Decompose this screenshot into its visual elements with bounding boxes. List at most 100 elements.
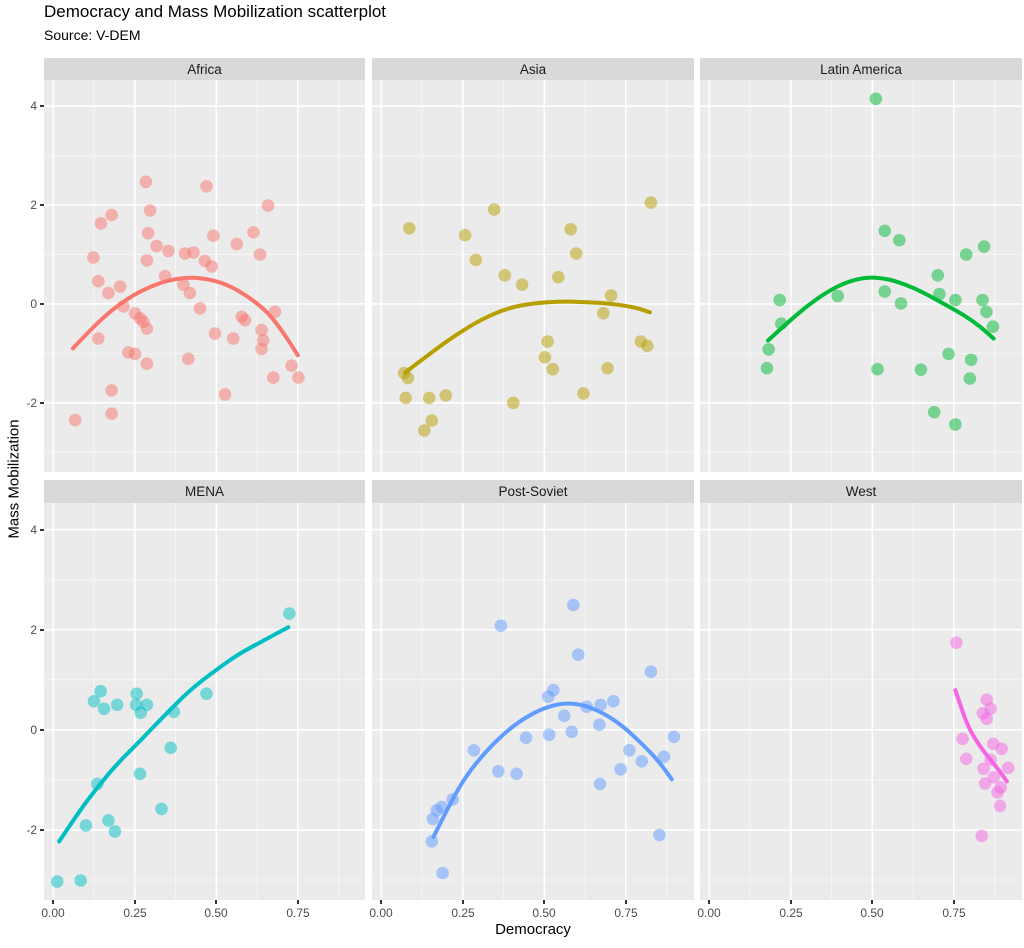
data-point — [292, 371, 305, 384]
facet-panel-asia — [372, 80, 694, 472]
data-point — [130, 687, 143, 700]
data-point — [92, 332, 105, 345]
y-tick-label: 4 — [30, 523, 37, 537]
data-point — [564, 223, 577, 236]
data-point — [519, 731, 533, 745]
data-point — [97, 702, 111, 716]
data-point — [255, 323, 268, 337]
data-point — [565, 725, 578, 739]
facet-strip-label: Africa — [187, 61, 222, 77]
data-point — [110, 698, 124, 712]
data-point — [607, 694, 620, 708]
data-point — [267, 371, 280, 384]
data-point — [773, 293, 786, 307]
data-point — [964, 353, 978, 367]
facet-panel-mena — [44, 503, 365, 900]
data-point — [164, 741, 177, 755]
x-tick-mark — [380, 900, 382, 904]
data-point — [230, 237, 244, 251]
data-point — [538, 351, 552, 364]
data-point — [541, 690, 555, 703]
data-point — [183, 286, 197, 300]
y-tick-label: -2 — [26, 396, 37, 410]
data-point — [487, 203, 501, 216]
facet-panel-latin-america — [700, 80, 1022, 472]
data-point — [140, 322, 154, 335]
data-point — [92, 274, 105, 288]
data-point — [993, 799, 1007, 813]
data-point — [207, 229, 220, 242]
data-point — [667, 730, 681, 744]
data-point — [200, 687, 213, 700]
data-point — [94, 217, 108, 230]
data-point — [977, 762, 990, 776]
data-point — [762, 343, 775, 356]
data-point — [253, 248, 267, 261]
x-tick-mark — [462, 900, 464, 904]
x-tick-label: 0.50 — [860, 906, 884, 920]
data-point — [942, 347, 955, 361]
data-point — [933, 287, 946, 301]
x-tick-label: 0.00 — [369, 906, 393, 920]
data-point — [980, 305, 993, 319]
data-point — [102, 814, 115, 827]
data-point — [597, 307, 610, 320]
data-point — [141, 226, 155, 240]
data-point — [593, 777, 607, 791]
y-tick-label: 0 — [30, 297, 37, 311]
trend-line — [953, 688, 1009, 784]
data-point — [604, 289, 618, 302]
data-point — [987, 771, 1001, 784]
data-point — [593, 718, 606, 732]
x-tick-label: 0.25 — [451, 906, 475, 920]
data-point — [469, 253, 483, 267]
y-tick-mark — [40, 303, 44, 305]
facet-strip-latin-america: Latin America — [700, 58, 1022, 80]
data-point — [399, 391, 412, 405]
data-point — [200, 180, 213, 193]
x-tick-mark — [297, 900, 299, 904]
data-point — [976, 293, 989, 307]
data-point — [1001, 761, 1015, 775]
data-point — [418, 424, 431, 437]
trend-line — [57, 625, 291, 844]
x-tick-mark — [543, 900, 545, 904]
trend-line — [403, 299, 652, 375]
data-point — [285, 359, 298, 373]
data-point — [571, 648, 585, 661]
y-tick-label: 2 — [30, 623, 37, 637]
data-point — [515, 278, 529, 291]
data-point — [426, 812, 440, 826]
data-point — [567, 598, 580, 612]
data-point — [283, 607, 296, 620]
data-point — [102, 286, 115, 300]
data-point — [963, 372, 977, 385]
data-point — [187, 246, 200, 259]
data-point — [105, 384, 118, 397]
y-tick-mark — [40, 204, 44, 206]
x-tick-mark — [134, 900, 136, 904]
data-point — [68, 413, 82, 427]
y-tick-label: 0 — [30, 723, 37, 737]
data-point — [959, 248, 973, 261]
data-point — [657, 750, 671, 764]
data-point — [991, 786, 1004, 799]
data-point — [439, 389, 453, 402]
facet-strip-post-soviet: Post-Soviet — [372, 480, 694, 503]
data-point — [208, 327, 222, 340]
data-point — [422, 391, 436, 405]
chart-title: Democracy and Mass Mobilization scatterp… — [44, 2, 387, 21]
data-point — [914, 363, 928, 377]
data-point — [143, 204, 157, 217]
x-tick-label: 0.00 — [41, 906, 65, 920]
data-point — [162, 244, 175, 258]
facet-strip-africa: Africa — [44, 58, 365, 80]
data-point — [949, 418, 962, 431]
data-point — [150, 239, 163, 253]
y-tick-label: 2 — [30, 198, 37, 212]
y-tick-label: 4 — [30, 99, 37, 113]
x-tick-mark — [790, 900, 792, 904]
y-tick-mark — [40, 402, 44, 404]
data-point — [601, 361, 614, 375]
